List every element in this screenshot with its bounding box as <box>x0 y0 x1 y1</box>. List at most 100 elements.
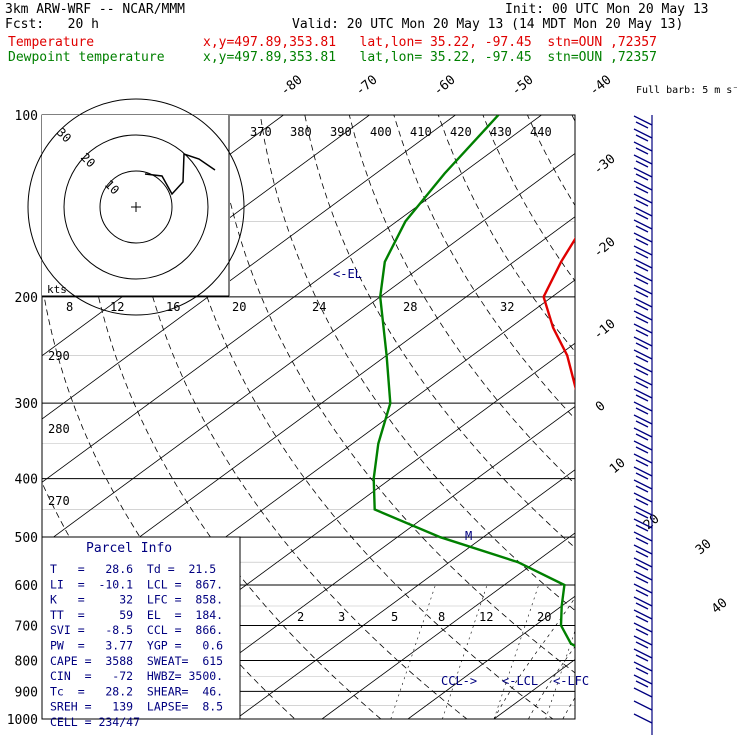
speed-label: 8 <box>66 300 73 314</box>
left-theta-label: 270 <box>48 494 70 508</box>
wind-barb <box>635 264 649 272</box>
isotherm-label: 0 <box>593 399 609 416</box>
wind-barb <box>635 667 649 675</box>
dewpoint-legend: Dewpoint temperature <box>8 50 165 65</box>
wind-barb <box>633 492 653 503</box>
wind-barb <box>633 570 653 581</box>
parcel-info-row: Tc = 28.2 SHEAR= 46. <box>50 684 223 698</box>
wind-barb <box>635 628 649 636</box>
sounding-annotation: <-LCL <box>502 674 538 688</box>
pressure-tick-label: 700 <box>15 619 38 634</box>
isotherm-line <box>42 115 370 357</box>
dry-adiabat <box>393 115 575 420</box>
moist-adiabat <box>666 297 740 719</box>
wind-barb <box>633 128 653 139</box>
wind-barb <box>635 186 649 194</box>
valid-time: Valid: 20 UTC Mon 20 May 13 (14 MDT Mon … <box>292 17 684 32</box>
dry-adiabat <box>170 115 554 719</box>
pressure-tick-label: 300 <box>15 397 38 412</box>
wind-barb <box>633 557 653 568</box>
isotherm-label: 30 <box>693 537 715 559</box>
dry-adiabat <box>571 115 575 122</box>
wind-barb <box>633 479 653 490</box>
wind-barb <box>633 310 653 321</box>
pressure-tick-label: 100 <box>15 109 38 124</box>
isotherm-line <box>321 532 575 719</box>
mixing-ratio-label: 20 <box>537 610 551 624</box>
wind-barb <box>633 440 653 451</box>
parcel-info-row: CIN = -72 HWBZ= 3500. <box>50 669 223 683</box>
mixing-ratio-line <box>545 629 575 719</box>
dewpoint-line <box>372 115 575 648</box>
wind-barb <box>635 290 649 298</box>
isotherm-label: -60 <box>431 72 459 99</box>
wind-barb <box>635 160 649 168</box>
wind-barb <box>635 277 649 285</box>
dry-adiabat <box>304 115 575 549</box>
plot-frame <box>41 114 576 720</box>
wind-barb <box>633 154 653 165</box>
wind-barb <box>635 121 649 129</box>
moist-adiabat <box>700 297 740 719</box>
wind-barb <box>633 518 653 529</box>
wind-barb <box>635 511 649 519</box>
moist-adiabat <box>597 297 740 719</box>
wind-barb <box>635 329 649 337</box>
dry-adiabat <box>705 115 740 732</box>
isotherm-line <box>42 115 456 420</box>
wind-barb <box>633 297 653 308</box>
wind-barb <box>633 609 653 620</box>
theta-label: 420 <box>450 125 472 139</box>
wind-barb <box>633 596 653 607</box>
wind-barb <box>635 316 649 324</box>
dry-adiabat <box>482 115 575 282</box>
wind-barb <box>635 433 649 441</box>
wind-barb <box>633 141 653 152</box>
isotherm-label: -20 <box>591 234 619 261</box>
parcel-info-row: T = 28.6 Td = 21.5 <box>50 562 216 576</box>
wind-barb <box>633 375 653 386</box>
parcel-info-row: K = 32 LFC = 858. <box>50 593 223 607</box>
dry-adiabat <box>215 115 575 674</box>
moist-adiabat <box>528 646 575 719</box>
wind-barb <box>635 563 649 571</box>
wind-barb <box>633 661 653 672</box>
wind-barb <box>635 225 649 233</box>
speed-label: 24 <box>312 300 326 314</box>
sounding-annotation: <-EL <box>333 267 362 281</box>
dry-adiabat <box>437 115 575 353</box>
isotherm-label: -80 <box>278 72 306 99</box>
isotherm-line <box>42 115 542 483</box>
isotherm-label: -50 <box>509 72 537 99</box>
hodograph-ring <box>63 134 209 280</box>
dry-adiabat <box>126 115 468 719</box>
wind-barb <box>635 680 649 688</box>
wind-barb <box>633 323 653 334</box>
speed-label: 32 <box>500 300 514 314</box>
wind-barb <box>635 147 649 155</box>
isotherm-line <box>666 115 740 719</box>
isotherm-line <box>407 595 575 719</box>
sounding-annotation: <-LFC <box>553 674 589 688</box>
wind-barb <box>635 303 649 311</box>
speed-label: 12 <box>110 300 124 314</box>
isotherm-label: -70 <box>353 72 381 99</box>
wind-barb <box>633 544 653 555</box>
isotherm-line <box>235 469 575 719</box>
wind-barb <box>633 115 653 126</box>
wind-barb <box>635 615 649 623</box>
mixing-ratio-line <box>597 585 642 719</box>
wind-barb <box>635 576 649 584</box>
mixing-ratio-label: 8 <box>438 610 445 624</box>
mixing-ratio-line <box>666 585 711 719</box>
left-theta-label: 280 <box>48 422 70 436</box>
wind-barb <box>635 550 649 558</box>
wind-barb <box>635 134 649 142</box>
wind-barb <box>635 407 649 415</box>
theta-label: 400 <box>370 125 392 139</box>
wind-barb <box>635 498 649 506</box>
isotherm-line <box>149 406 575 719</box>
wind-barb <box>635 173 649 181</box>
isotherm-line <box>42 153 575 546</box>
wind-barb <box>635 654 649 662</box>
